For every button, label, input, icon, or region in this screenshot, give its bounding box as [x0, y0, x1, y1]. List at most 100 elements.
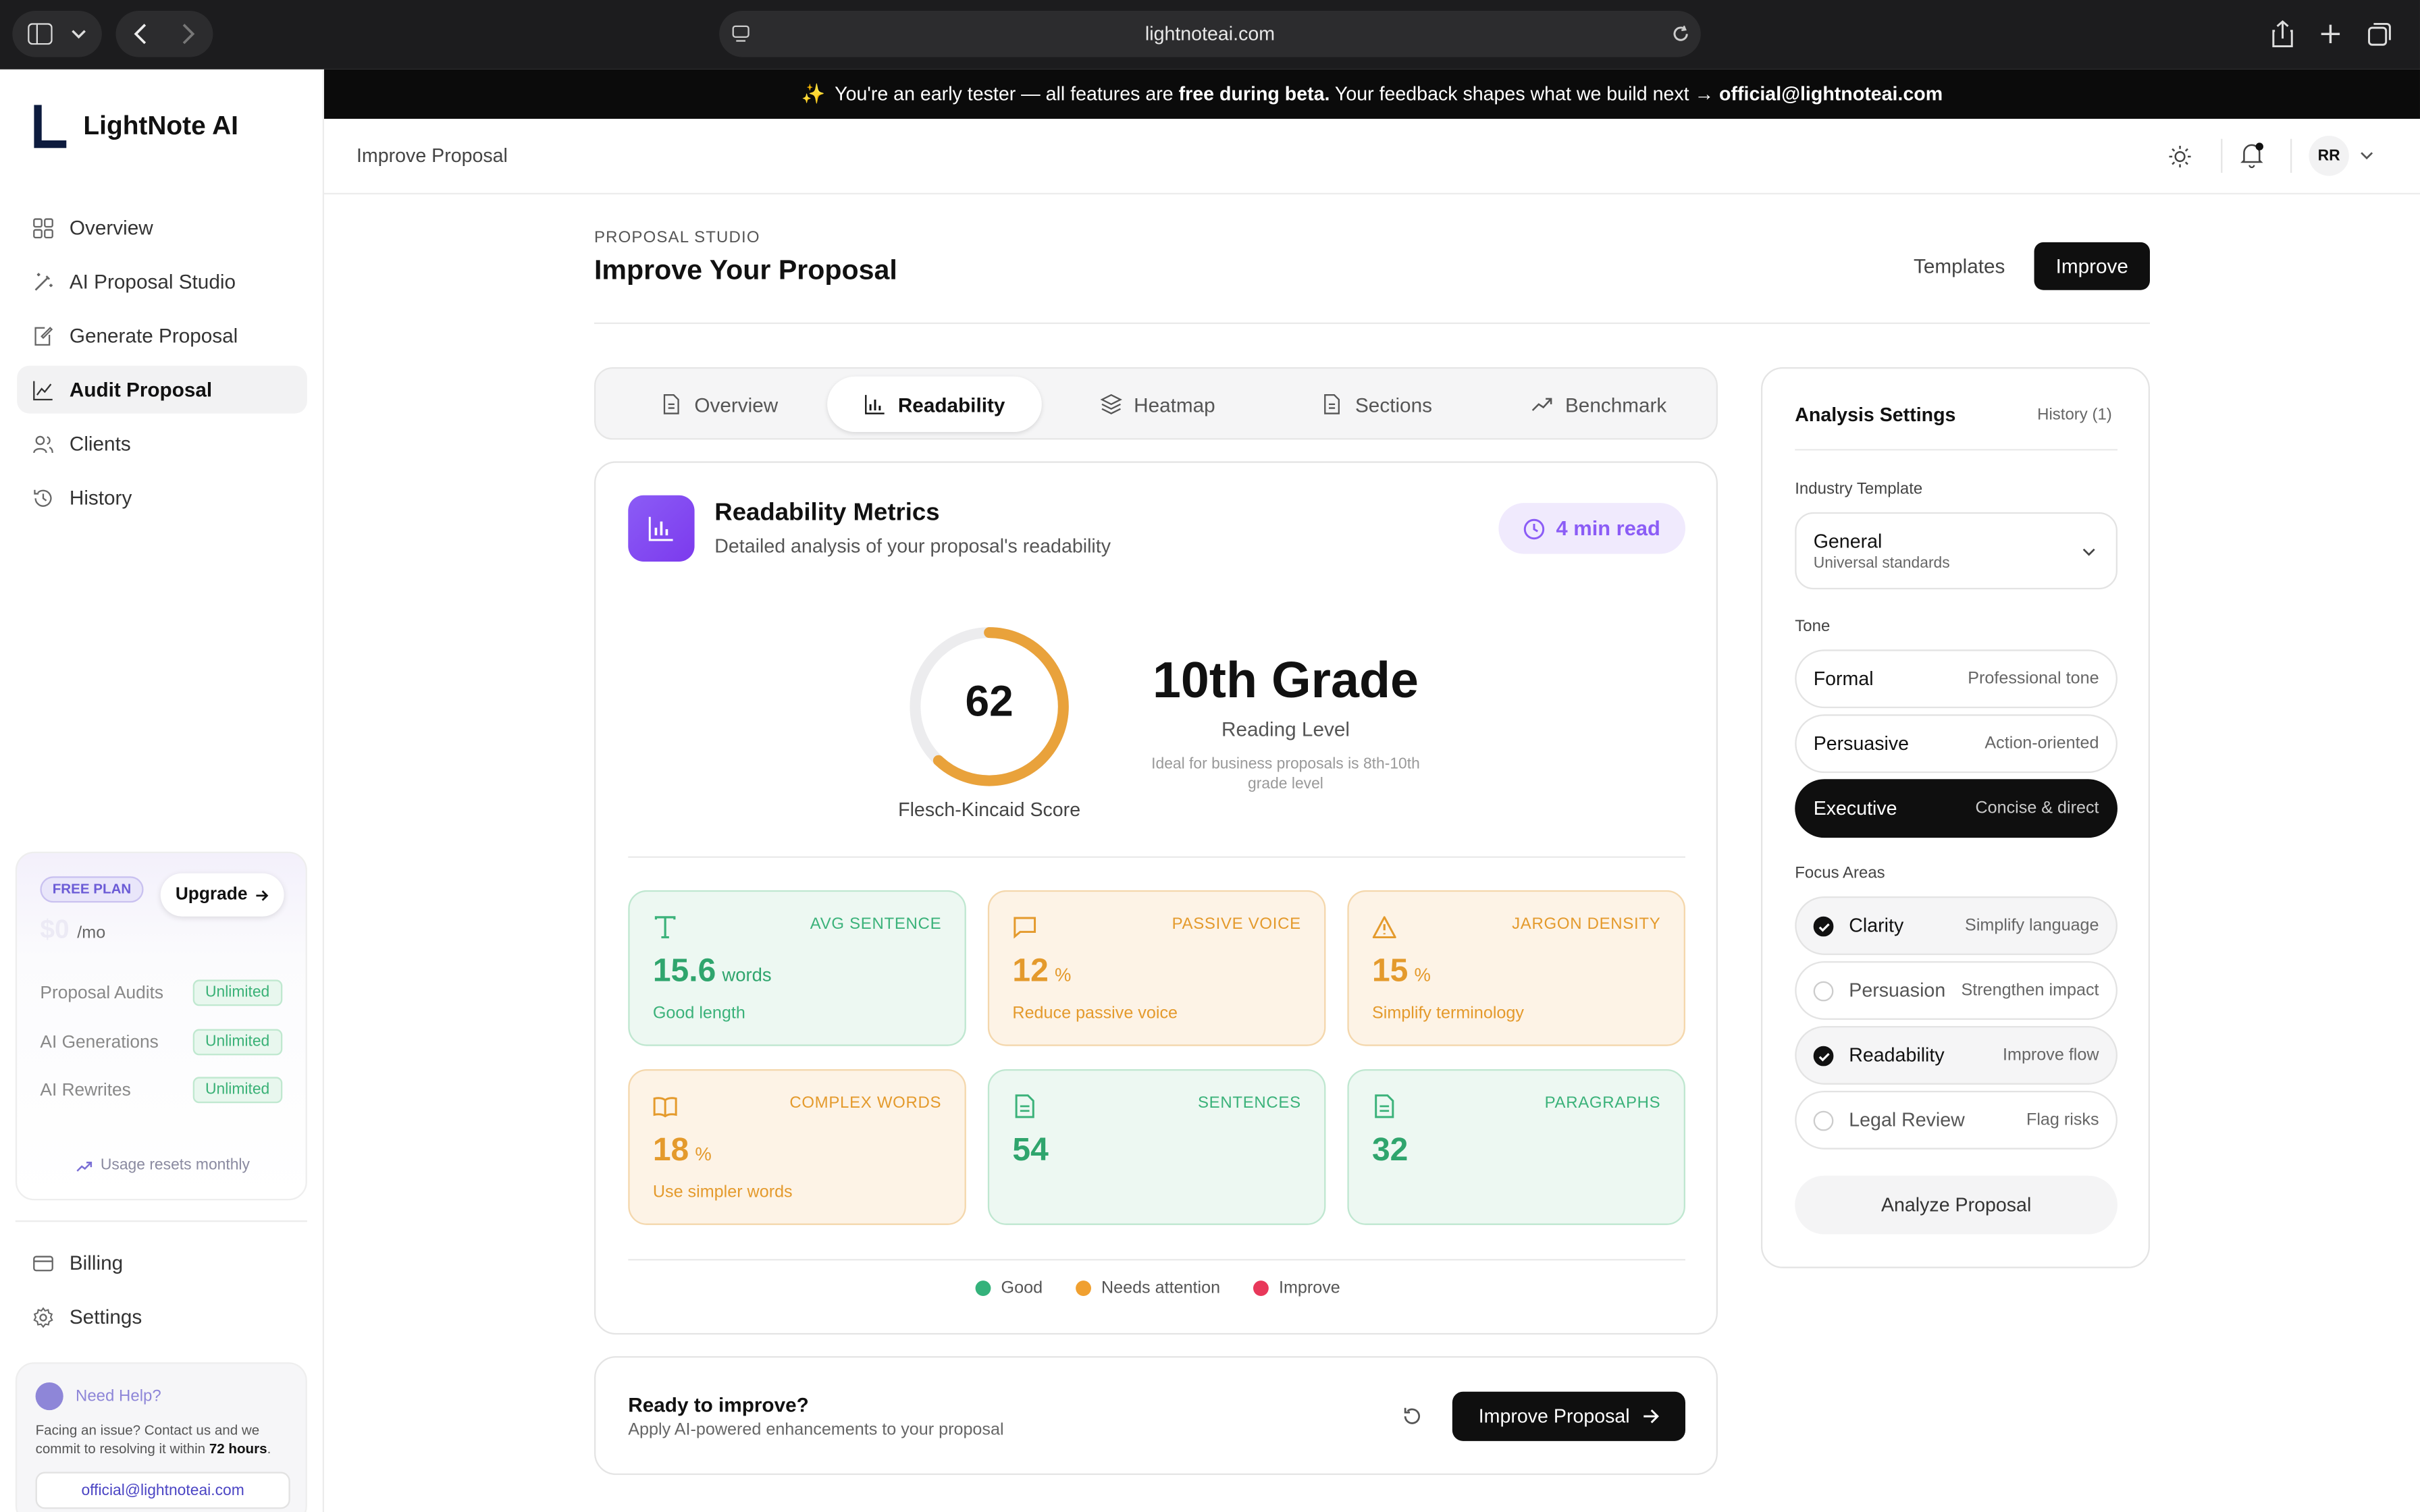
usage-label: Proposal Audits	[40, 984, 164, 1003]
sidebar-item-ai-proposal-studio[interactable]: AI Proposal Studio	[17, 258, 307, 306]
arrow-right-icon	[257, 889, 269, 900]
metric-card-passive-voice: PASSIVE VOICE 12% Reduce passive voice	[987, 890, 1326, 1046]
banner-text-c: Your feedback shapes what we build next …	[1330, 83, 1720, 105]
focus-option-label: Persuasion	[1849, 979, 1946, 1002]
cta-title: Ready to improve?	[628, 1393, 809, 1417]
checkbox-checked-icon	[1813, 1046, 1834, 1066]
tab-heatmap[interactable]: Heatmap	[1049, 377, 1265, 432]
tab-sections[interactable]: Sections	[1269, 377, 1485, 432]
gauge-arc	[910, 627, 1069, 786]
share-icon[interactable]	[2270, 20, 2295, 48]
focus-option-readability[interactable]: Readability Improve flow	[1795, 1025, 2118, 1085]
tab-benchmark[interactable]: Benchmark	[1491, 377, 1707, 432]
analyze-proposal-button[interactable]: Analyze Proposal	[1795, 1175, 2118, 1235]
divider	[1795, 449, 2118, 451]
focus-option-persuasion[interactable]: Persuasion Strengthen impact	[1795, 961, 2118, 1020]
help-email-button[interactable]: official@lightnoteai.com	[35, 1472, 290, 1509]
chevron-down-icon[interactable]	[2360, 151, 2374, 161]
sidebar-toggle-button[interactable]	[12, 10, 102, 57]
warning-icon	[1372, 916, 1396, 939]
tone-option-sub: Concise & direct	[1975, 799, 2099, 818]
reset-icon[interactable]	[1401, 1405, 1423, 1427]
back-icon[interactable]	[133, 23, 149, 45]
reload-icon[interactable]	[1671, 25, 1689, 43]
page-settings-icon[interactable]	[731, 25, 749, 43]
new-tab-icon[interactable]	[2319, 23, 2341, 45]
help-title: Need Help?	[75, 1386, 161, 1406]
metric-card-sentences: SENTENCES 54	[987, 1069, 1326, 1225]
improve-cta-card: Ready to improve? Apply AI-powered enhan…	[594, 1356, 1718, 1476]
help-text-b: 72 hours	[209, 1440, 267, 1457]
readability-icon-badge	[628, 495, 695, 562]
industry-select[interactable]: General Universal standards	[1795, 512, 2118, 590]
improve-proposal-button[interactable]: Improve Proposal	[1452, 1391, 1685, 1441]
tone-option-label: Formal	[1813, 668, 1874, 690]
metric-value: 12%	[1012, 954, 1071, 991]
industry-value: General	[1813, 531, 1883, 553]
sidebar-item-billing[interactable]: Billing	[17, 1239, 307, 1287]
upgrade-button[interactable]: Upgrade	[160, 873, 284, 917]
tab-readability[interactable]: Readability	[827, 376, 1042, 432]
divider	[2290, 138, 2292, 173]
forward-icon[interactable]	[180, 23, 196, 45]
sidebar-item-generate-proposal[interactable]: Generate Proposal	[17, 312, 307, 360]
sidebar-item-settings[interactable]: Settings	[17, 1293, 307, 1341]
metric-value: 18%	[653, 1133, 712, 1170]
metric-label: AVG SENTENCE	[810, 915, 942, 934]
focus-option-clarity[interactable]: Clarity Simplify language	[1795, 896, 2118, 955]
usage-reset-note: Usage resets monthly	[17, 1157, 309, 1174]
legend-dot-good	[974, 1280, 991, 1296]
tabs-overview-icon[interactable]	[2367, 22, 2392, 47]
metric-unit: %	[695, 1143, 712, 1165]
plan-period: /mo	[77, 924, 106, 943]
metric-number: 15.6	[652, 953, 716, 990]
tab-label: Readability	[897, 392, 1005, 416]
sidebar-item-history[interactable]: History	[17, 474, 307, 522]
focus-option-sub: Simplify language	[1965, 916, 2099, 936]
sparkle-icon: ✨	[801, 82, 826, 105]
metric-value: 54	[1012, 1133, 1048, 1170]
legend-label: Improve	[1278, 1278, 1340, 1298]
improve-label: Improve	[2055, 254, 2128, 278]
sidebar-item-clients[interactable]: Clients	[17, 420, 307, 468]
logo[interactable]	[34, 105, 68, 148]
score-gauge	[910, 627, 1069, 786]
sidebar-item-audit-proposal[interactable]: Audit Proposal	[17, 365, 307, 414]
avatar[interactable]: RR	[2309, 136, 2349, 176]
bell-icon[interactable]	[2240, 142, 2265, 169]
metric-unit: %	[1414, 964, 1431, 986]
templates-button[interactable]: Templates	[1895, 242, 2024, 290]
logo-mark-icon	[34, 105, 67, 148]
banner-email-link[interactable]: official@lightnoteai.com	[1719, 83, 1943, 105]
sidebar-item-label: Clients	[69, 431, 131, 456]
tone-option-executive[interactable]: Executive Concise & direct	[1795, 779, 2118, 838]
sidebar-item-overview[interactable]: Overview	[17, 204, 307, 252]
tone-option-formal[interactable]: Formal Professional tone	[1795, 649, 2118, 709]
improve-button[interactable]: Improve	[2034, 242, 2150, 290]
metric-card-complex-words: COMPLEX WORDS 18% Use simpler words	[628, 1069, 966, 1225]
banner-text-a: You're an early tester — all features ar…	[835, 83, 1179, 105]
metric-number: 54	[1012, 1132, 1049, 1168]
history-link[interactable]: History (1)	[2037, 406, 2112, 425]
sidebar-item-label: Generate Proposal	[69, 323, 238, 348]
usage-badge: Unlimited	[192, 1029, 282, 1056]
tone-option-persuasive[interactable]: Persuasive Action-oriented	[1795, 714, 2118, 774]
message-icon	[1014, 917, 1036, 939]
sun-icon[interactable]	[2168, 145, 2191, 168]
tab-label: Overview	[694, 392, 779, 416]
metric-card-paragraphs: PARAGRAPHS 32	[1347, 1069, 1685, 1225]
analysis-settings-panel: Analysis Settings History (1) Industry T…	[1760, 367, 2150, 1268]
focus-option-legal-review[interactable]: Legal Review Flag risks	[1795, 1090, 2118, 1150]
tone-option-sub: Professional tone	[1968, 669, 2099, 688]
metric-label: PASSIVE VOICE	[1172, 915, 1301, 934]
usage-badge: Unlimited	[192, 979, 282, 1006]
focus-option-main: Legal Review	[1813, 1109, 1965, 1131]
metric-unit: %	[1054, 964, 1072, 986]
focus-option-label: Legal Review	[1849, 1109, 1965, 1131]
top-bar: Improve Proposal RR	[323, 119, 2420, 194]
tone-option-sub: Action-oriented	[1984, 734, 2099, 753]
url-bar[interactable]: lightnoteai.com	[719, 10, 1701, 57]
tab-overview[interactable]: Overview	[611, 377, 827, 432]
page-title: Improve Your Proposal	[594, 254, 897, 286]
focus-label: Focus Areas	[1795, 863, 1885, 883]
